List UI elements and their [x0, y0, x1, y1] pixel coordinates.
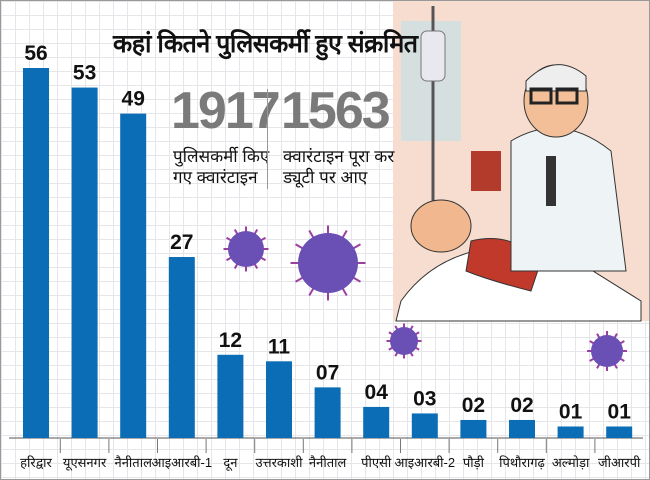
x-tick-label: उत्तरकाशी [256, 455, 304, 470]
x-tick-label: हरिद्वार [20, 455, 52, 470]
data-label: 11 [268, 335, 291, 358]
data-label: 56 [24, 42, 47, 65]
bar-6 [314, 387, 341, 438]
stat-quarantined-label: पुलिसकर्मी किए गए क्वारंटाइन [173, 147, 270, 187]
virus-icon [223, 226, 269, 272]
data-label: 04 [365, 381, 389, 404]
data-label: 49 [122, 88, 145, 111]
virus-icon [386, 323, 422, 359]
data-label: 02 [510, 394, 533, 417]
bar-11 [557, 426, 584, 438]
x-tick-label: आइआरबी-1 [151, 455, 212, 470]
x-tick-label: पिथौरागढ़ [499, 455, 545, 470]
bar-12 [606, 426, 633, 438]
x-tick-label: पीएसी [361, 455, 392, 470]
chart-title: कहां कितने पुलिसकर्मी हुए संक्रमित [113, 30, 418, 58]
x-tick-label: दून [223, 455, 238, 471]
x-tick-label: आइआरबी-2 [394, 455, 455, 470]
data-label: 27 [170, 231, 193, 254]
stat-divider [267, 89, 268, 189]
bar-5 [266, 361, 292, 438]
bar-4 [217, 354, 244, 438]
virus-icon [290, 225, 366, 301]
bar-10 [509, 419, 535, 438]
stat-quarantined-value: 1917 [171, 82, 281, 140]
data-label: 01 [559, 400, 583, 423]
virus-icon [587, 331, 627, 371]
x-tick-label: अल्मोड़ा [552, 455, 590, 470]
x-tick-label: जीआरपी [598, 455, 641, 470]
bar-2 [120, 113, 147, 438]
bar-0 [23, 68, 49, 438]
x-tick-label: पौड़ी [463, 455, 485, 470]
bar-1 [71, 87, 98, 438]
bar-3 [168, 257, 195, 438]
data-label: 07 [316, 361, 339, 384]
data-label: 53 [73, 62, 96, 85]
data-label: 01 [608, 400, 632, 423]
bar-8 [411, 413, 438, 438]
data-label: 12 [219, 329, 242, 352]
bar-7 [363, 406, 390, 438]
x-tick-label: नैनीताल [309, 455, 347, 470]
data-label: 02 [462, 394, 485, 417]
data-label: 03 [413, 387, 436, 410]
x-tick-label: यूएसनगर [63, 455, 107, 471]
stat-returned-value: 1563 [281, 82, 391, 140]
bar-9 [460, 419, 487, 438]
x-tick-label: नैनीताल [115, 455, 153, 470]
stat-returned-label: क्वारंटाइन पूरा कर ड्यूटी पर आए [283, 147, 395, 187]
